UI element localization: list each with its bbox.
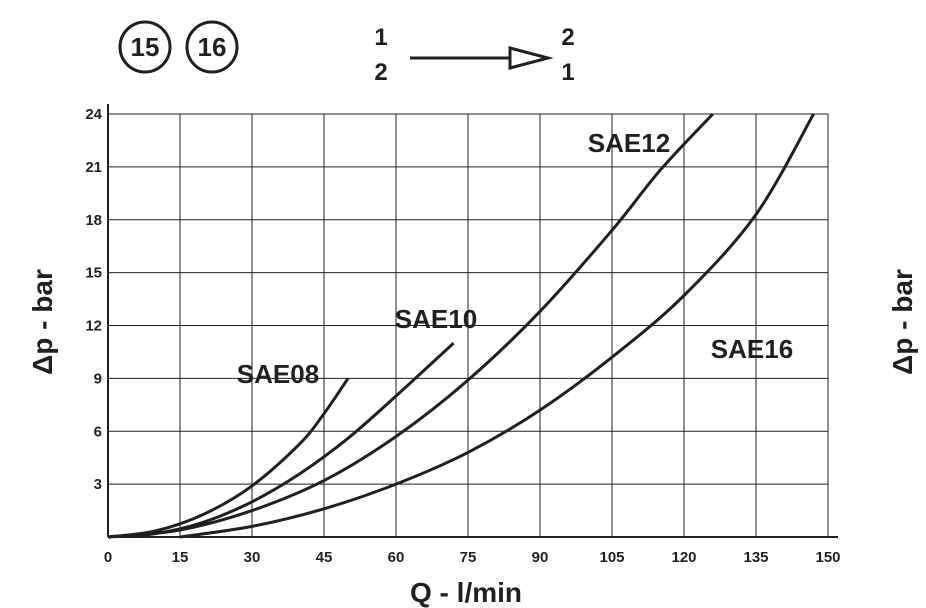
y-axis-title-secondary: Δp - bar bbox=[887, 269, 918, 375]
series-label-sae16: SAE16 bbox=[711, 334, 793, 364]
x-tick-label: 45 bbox=[316, 549, 333, 566]
x-tick-label: 105 bbox=[599, 549, 624, 566]
series-label-sae08: SAE08 bbox=[237, 359, 319, 389]
series-line-sae12 bbox=[107, 112, 714, 539]
x-tick-label: 15 bbox=[172, 549, 189, 566]
x-tick-label: 0 bbox=[104, 549, 112, 566]
y-tick-label: 18 bbox=[85, 212, 102, 229]
badge-15: 15 bbox=[131, 32, 160, 62]
series-line-sae16 bbox=[179, 113, 815, 539]
port-from-bottom: 2 bbox=[374, 59, 387, 86]
x-tick-label: 120 bbox=[671, 549, 696, 566]
flow-direction: 1 2 2 1 bbox=[374, 24, 574, 86]
series-lines bbox=[107, 112, 815, 539]
tick-labels: 0 15 30 45 60 75 90 105 120 135 150 3 6 9 12 15 18 21 24 bbox=[85, 106, 840, 566]
series-label-sae10: SAE10 bbox=[395, 304, 477, 334]
y-tick-label: 24 bbox=[85, 106, 102, 123]
port-to-bottom: 1 bbox=[561, 59, 574, 86]
x-tick-label: 150 bbox=[815, 549, 840, 566]
y-tick-label: 15 bbox=[85, 265, 102, 282]
badge-16: 16 bbox=[198, 32, 227, 62]
y-tick-label: 21 bbox=[85, 159, 102, 176]
port-to-top: 2 bbox=[561, 24, 574, 51]
y-tick-label: 12 bbox=[85, 318, 102, 335]
badge-circle bbox=[118, 20, 172, 74]
y-tick-label: 6 bbox=[94, 423, 102, 440]
x-tick-label: 30 bbox=[244, 549, 261, 566]
series-line-sae08 bbox=[107, 377, 350, 539]
port-from-top: 1 bbox=[374, 24, 387, 51]
x-tick-label: 75 bbox=[460, 549, 477, 566]
x-tick-label: 90 bbox=[532, 549, 549, 566]
series-labels: SAE08 SAE10 SAE12 SAE16 bbox=[237, 128, 793, 389]
x-tick-label: 135 bbox=[743, 549, 768, 566]
badge-group: 15 16 bbox=[118, 20, 239, 74]
flow-arrow-head-icon bbox=[508, 46, 554, 70]
series-label-sae12: SAE12 bbox=[588, 128, 670, 158]
x-tick-label: 60 bbox=[388, 549, 405, 566]
grid bbox=[107, 104, 838, 538]
y-axis-title: Δp - bar bbox=[27, 269, 58, 375]
y-tick-label: 9 bbox=[94, 370, 102, 387]
x-axis-title: Q - l/min bbox=[410, 577, 522, 608]
y-tick-label: 3 bbox=[94, 476, 102, 493]
badge-circle bbox=[185, 20, 239, 74]
